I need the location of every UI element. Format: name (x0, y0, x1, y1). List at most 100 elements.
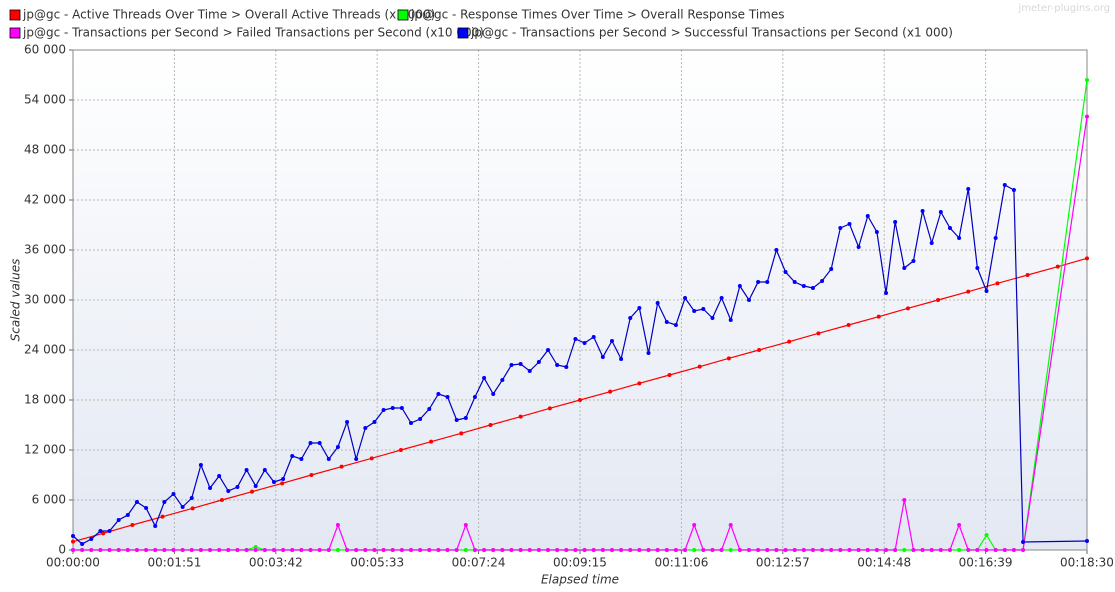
data-point (418, 417, 423, 421)
data-point (710, 316, 715, 320)
x-tick-label: 00:11:06 (654, 556, 708, 570)
data-point (600, 355, 605, 359)
data-point (692, 309, 697, 313)
data-point (372, 548, 377, 552)
data-point (98, 548, 103, 552)
data-point (838, 226, 843, 230)
data-point (876, 314, 881, 319)
data-point (217, 474, 222, 478)
data-point (454, 548, 459, 552)
data-point (920, 548, 925, 552)
data-point (445, 395, 450, 399)
data-point (335, 445, 340, 449)
x-tick-label: 00:12:57 (756, 556, 810, 570)
data-point (884, 291, 889, 295)
data-point (536, 360, 541, 364)
data-point (993, 236, 998, 240)
data-point (573, 337, 578, 341)
data-point (326, 548, 331, 552)
data-point (856, 245, 861, 249)
data-point (1011, 188, 1016, 192)
data-point (409, 548, 413, 552)
data-point (98, 529, 103, 533)
data-point (427, 407, 432, 411)
data-point (354, 548, 359, 552)
data-point (536, 548, 541, 552)
data-point (518, 548, 523, 552)
series-line (72, 184, 1088, 545)
data-point (646, 351, 651, 355)
data-point (765, 548, 770, 552)
x-tick-label: 00:03:42 (249, 556, 303, 570)
data-point (637, 381, 642, 386)
data-point (89, 548, 94, 552)
x-tick-label: 00:14:48 (857, 556, 911, 570)
data-point (429, 439, 434, 444)
data-point (893, 220, 898, 224)
data-point (491, 548, 496, 552)
data-point (697, 364, 702, 369)
data-point (171, 492, 176, 496)
data-point (134, 500, 139, 504)
x-tick-label: 00:01:51 (147, 556, 201, 570)
data-point (1021, 540, 1026, 544)
data-point (219, 498, 224, 502)
data-point (116, 548, 121, 552)
data-point (911, 548, 916, 552)
data-point (692, 548, 697, 552)
data-point (683, 296, 688, 300)
data-point (664, 320, 669, 324)
data-point (701, 548, 706, 552)
data-point (737, 548, 742, 552)
data-point (130, 523, 135, 527)
data-point (500, 548, 505, 552)
data-point (290, 454, 295, 458)
data-point (838, 548, 843, 552)
data-point (692, 523, 697, 527)
data-point (756, 280, 761, 284)
data-point (774, 548, 779, 552)
data-point (363, 548, 368, 552)
data-point (160, 514, 165, 519)
data-point (726, 356, 731, 361)
data-point (80, 548, 85, 552)
data-point (995, 281, 1000, 286)
data-point (198, 548, 203, 552)
data-point (792, 548, 797, 552)
data-point (993, 548, 998, 552)
data-point (747, 298, 751, 302)
data-point (390, 406, 395, 410)
data-point (134, 548, 139, 552)
data-point (335, 548, 340, 552)
data-point (271, 480, 276, 484)
data-point (820, 548, 825, 552)
y-axis-title: Scaled values (9, 259, 23, 342)
data-point (984, 289, 989, 293)
data-point (144, 506, 149, 510)
data-point (938, 548, 943, 552)
data-point (765, 280, 770, 284)
data-point (153, 548, 158, 552)
data-point (390, 548, 395, 552)
data-point (546, 348, 551, 352)
series-line (73, 116, 1088, 551)
data-point (810, 286, 815, 290)
data-point (591, 335, 596, 339)
data-point (369, 456, 374, 461)
data-point (673, 548, 678, 552)
y-tick-label: 60 000 (24, 43, 66, 57)
data-point (966, 289, 971, 294)
data-point (171, 548, 176, 552)
data-point (271, 548, 276, 552)
data-point (774, 248, 779, 252)
data-point (162, 548, 167, 552)
data-point (317, 441, 322, 445)
data-point (846, 323, 851, 327)
legend-swatch (9, 27, 21, 39)
data-point (491, 392, 496, 396)
data-point (582, 341, 587, 345)
data-point (116, 518, 121, 522)
x-tick-label: 00:05:33 (350, 556, 404, 570)
y-tick-label: 48 000 (24, 143, 66, 157)
